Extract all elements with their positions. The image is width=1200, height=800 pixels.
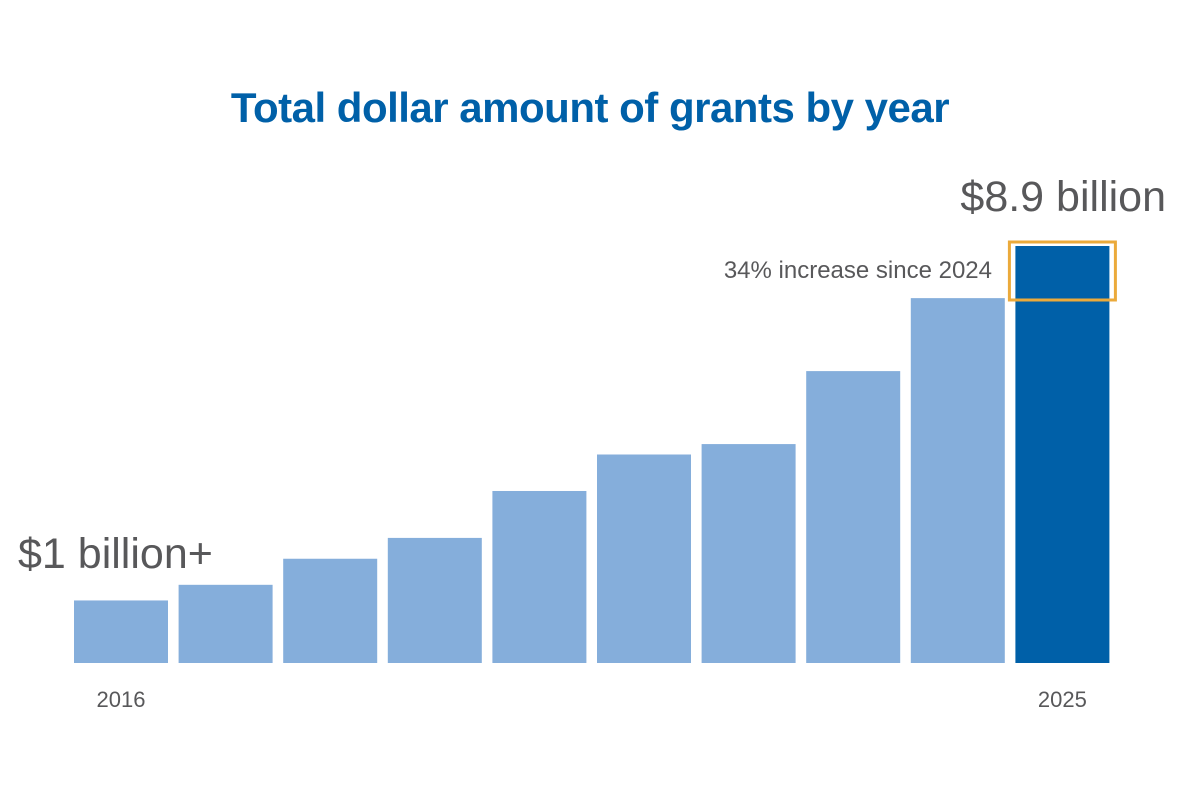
bars-group bbox=[74, 246, 1110, 663]
increase-note: 34% increase since 2024 bbox=[724, 257, 992, 284]
bar-2020 bbox=[492, 490, 587, 663]
chart-title: Total dollar amount of grants by year bbox=[230, 84, 950, 131]
bar-2022 bbox=[701, 444, 796, 663]
increase-highlight-box bbox=[1007, 240, 1117, 302]
first-value-label: $1 billion+ bbox=[18, 530, 213, 578]
bar-2024 bbox=[910, 298, 1005, 663]
x-tick-label-2016: 2016 bbox=[97, 687, 146, 712]
bar-2019 bbox=[387, 537, 482, 663]
bar-2018 bbox=[283, 558, 378, 663]
bar-2021 bbox=[597, 454, 691, 663]
bar-2016 bbox=[74, 600, 168, 663]
bar-2025 bbox=[1015, 246, 1110, 663]
last-value-label: $8.9 billion bbox=[960, 173, 1166, 221]
x-tick-label-2025: 2025 bbox=[1038, 687, 1087, 712]
x-tick-labels: 2016 2025 bbox=[97, 687, 1087, 712]
bar-2017 bbox=[178, 584, 273, 663]
bar-2023 bbox=[806, 371, 901, 663]
